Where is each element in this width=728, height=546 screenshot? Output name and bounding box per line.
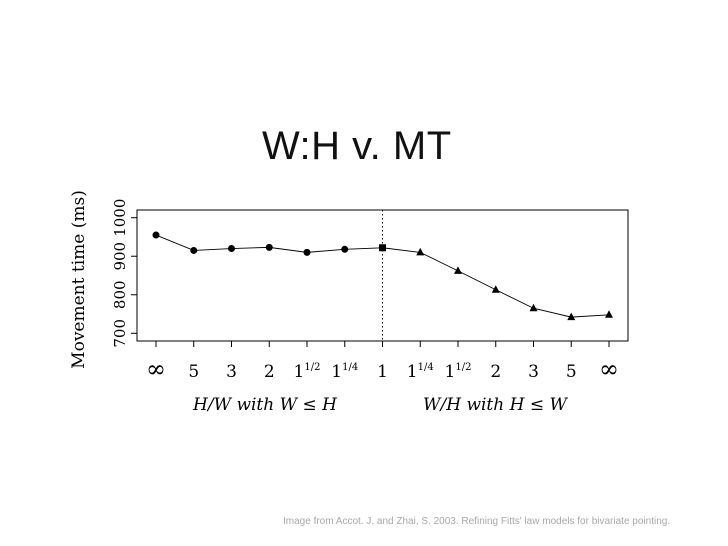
x-tick-label-12: ∞ <box>599 355 619 383</box>
slide-title: W:H v. MT <box>262 124 452 168</box>
data-point-triangle-12 <box>605 310 613 318</box>
x-tick-label-1: 5 <box>188 362 199 382</box>
data-point-circle-0 <box>152 231 160 239</box>
data-point-circle-5 <box>341 245 349 253</box>
data-point-triangle-9 <box>491 285 500 293</box>
data-point-circle-4 <box>303 248 311 256</box>
x-tick-label-6: 1 <box>377 362 388 382</box>
data-point-square-6 <box>379 244 386 252</box>
data-point-triangle-8 <box>454 266 462 274</box>
y-axis-label: Movement time (ms) <box>69 190 89 369</box>
y-tick-label-900: 900 <box>111 242 129 271</box>
x-tick-label-11: 5 <box>566 362 577 382</box>
x-tick-label-5: 11/4 <box>331 362 358 382</box>
data-point-circle-1 <box>190 246 198 254</box>
x-group-label-0: H/W with W ≤ H <box>192 395 338 415</box>
x-tick-label-3: 2 <box>264 362 275 382</box>
data-point-circle-2 <box>228 245 235 253</box>
image-credit-caption: Image from Accot. J. and Zhai, S. 2003. … <box>283 516 671 527</box>
x-tick-label-9: 2 <box>490 362 501 382</box>
data-point-triangle-11 <box>567 312 576 321</box>
y-tick-label-700: 700 <box>111 319 129 348</box>
data-point-circle-3 <box>265 243 273 251</box>
x-tick-label-8: 11/2 <box>445 362 472 382</box>
x-tick-label-10: 3 <box>528 362 539 382</box>
x-tick-label-4: 11/2 <box>294 362 321 382</box>
y-tick-label-800: 800 <box>111 280 129 309</box>
x-tick-label-2: 3 <box>226 362 237 382</box>
data-point-triangle-10 <box>529 303 538 312</box>
y-tick-label-1000: 1000 <box>111 199 129 237</box>
x-tick-label-7: 11/4 <box>407 362 434 382</box>
data-point-triangle-7 <box>416 247 425 256</box>
x-group-label-1: W/H with H ≤ W <box>423 395 568 415</box>
x-tick-label-0: ∞ <box>146 355 166 383</box>
